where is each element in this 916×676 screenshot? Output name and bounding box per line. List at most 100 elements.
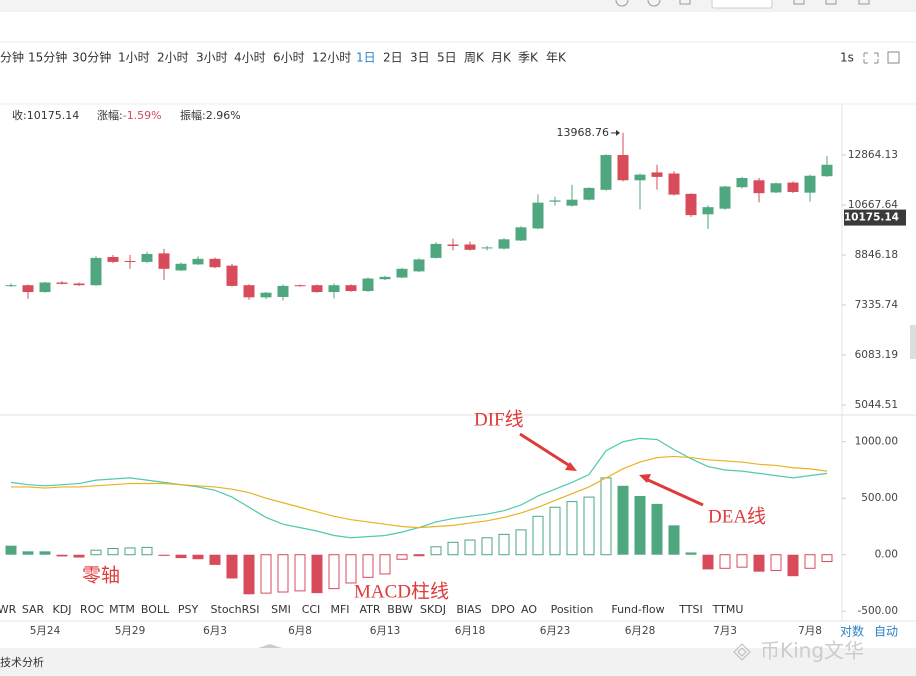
y-tick-label: 5044.51 xyxy=(855,399,898,411)
icon[interactable] xyxy=(679,0,691,5)
interval-button[interactable]: 3小时 xyxy=(196,51,228,65)
axis-option[interactable]: 自动 xyxy=(874,625,898,639)
indicator-tab[interactable]: ROC xyxy=(80,603,104,616)
macd-bar xyxy=(345,554,357,584)
candle-body xyxy=(362,278,374,292)
interval-button[interactable]: 15分钟 xyxy=(28,50,67,65)
indicator-tab[interactable]: WR xyxy=(0,603,17,616)
interval-button[interactable]: 分钟 xyxy=(0,50,24,65)
indicator-tab[interactable]: BIAS xyxy=(456,603,481,616)
macd-bar xyxy=(617,485,629,555)
x-tick-label: 7月3 xyxy=(713,625,737,637)
macd-bar xyxy=(685,552,697,555)
indicator-tab[interactable]: DPO xyxy=(491,603,515,616)
candle-body xyxy=(328,285,340,293)
candle-body xyxy=(209,258,221,268)
candle-body xyxy=(294,285,306,287)
candle-body xyxy=(192,258,204,265)
interval-button[interactable]: 1日 xyxy=(356,51,376,65)
info-label: 振幅: xyxy=(180,108,206,122)
indicator-tab[interactable]: TTMU xyxy=(712,603,744,616)
icon[interactable] xyxy=(647,0,661,7)
candle-body xyxy=(158,253,170,269)
y-tick-label: 500.00 xyxy=(861,492,898,504)
axis-option[interactable]: 对数 xyxy=(840,624,864,639)
footer-tab[interactable]: 技术分析 xyxy=(0,655,44,669)
icon[interactable] xyxy=(793,0,805,5)
currency-select[interactable] xyxy=(711,0,773,9)
interval-button[interactable]: 2日 xyxy=(383,51,403,65)
candle-body xyxy=(5,285,17,287)
macd-bar xyxy=(22,551,34,555)
interval-button[interactable]: 2小时 xyxy=(157,51,189,65)
candle-body xyxy=(413,259,425,272)
candle-body xyxy=(464,244,476,250)
macd-bar xyxy=(277,554,289,593)
candle-body xyxy=(124,260,136,262)
y-tick-label: 7335.74 xyxy=(855,299,899,311)
indicator-tab[interactable]: MFI xyxy=(330,603,349,616)
indicator-tab[interactable]: BOLL xyxy=(141,603,170,616)
last-price-label: 10175.14 xyxy=(844,212,899,224)
indicator-tab[interactable]: TTSI xyxy=(678,603,702,616)
indicator-tab[interactable]: Position xyxy=(551,603,594,616)
indicator-tab[interactable]: KDJ xyxy=(53,603,72,616)
x-tick-label: 6月8 xyxy=(288,625,312,637)
candle-body xyxy=(243,285,255,298)
candle-body xyxy=(379,276,391,280)
macd-bar xyxy=(311,554,323,594)
macd-bar xyxy=(243,554,255,595)
macd-bar xyxy=(668,525,680,555)
candle-body xyxy=(804,175,816,193)
indicator-tab[interactable]: ATR xyxy=(359,603,380,616)
macd-bar xyxy=(702,554,714,570)
icon[interactable] xyxy=(825,0,837,5)
candle-body xyxy=(736,178,748,188)
candle-body xyxy=(770,183,782,193)
candle-body xyxy=(566,199,578,206)
indicator-tab[interactable]: SAR xyxy=(22,603,45,616)
candle-body xyxy=(498,239,510,249)
interval-button[interactable]: 6小时 xyxy=(273,51,305,65)
macd-bar xyxy=(498,533,510,556)
interval-button[interactable]: 12小时 xyxy=(312,51,351,65)
candle-body xyxy=(651,172,663,177)
interval-button[interactable]: 周K xyxy=(464,51,485,65)
toolbar-icons[interactable] xyxy=(863,51,900,64)
indicator-tab[interactable]: BBW xyxy=(387,603,413,616)
interval-button[interactable]: 4小时 xyxy=(234,51,266,65)
indicator-tab[interactable]: Fund-flow xyxy=(611,603,664,616)
indicator-tab[interactable]: SMI xyxy=(271,603,291,616)
indicator-tab[interactable]: StochRSI xyxy=(211,603,260,616)
candle-body xyxy=(617,155,629,181)
interval-button[interactable]: 年K xyxy=(546,51,567,65)
interval-button[interactable]: 3日 xyxy=(410,51,430,65)
info-value: -1.59% xyxy=(123,109,162,122)
y-tick-label: 12864.13 xyxy=(848,149,898,161)
icon[interactable] xyxy=(858,0,870,5)
interval-button[interactable]: 季K xyxy=(518,51,539,65)
footer-bar xyxy=(0,648,916,676)
macd-bar xyxy=(413,554,425,557)
icon[interactable] xyxy=(615,0,629,7)
refresh-interval[interactable]: 1s xyxy=(840,51,854,65)
indicator-tab[interactable]: MTM xyxy=(109,603,135,616)
macd-bar xyxy=(107,548,119,556)
info-label: 涨幅: xyxy=(97,109,123,122)
side-handle[interactable] xyxy=(910,325,916,359)
x-tick-label: 7月8 xyxy=(798,625,822,637)
macd-bar xyxy=(532,515,544,556)
indicator-tab[interactable]: AO xyxy=(521,603,537,616)
candle-body xyxy=(430,243,442,258)
info-value: 10175.14 xyxy=(27,109,80,122)
macd-bar xyxy=(260,554,272,594)
indicator-tab[interactable]: CCI xyxy=(302,603,321,616)
interval-button[interactable]: 1小时 xyxy=(118,51,150,65)
resize-handle[interactable] xyxy=(258,644,282,648)
indicator-tab[interactable]: SKDJ xyxy=(420,603,446,616)
interval-button[interactable]: 5日 xyxy=(437,51,457,65)
indicator-tab[interactable]: PSY xyxy=(178,603,199,616)
interval-button[interactable]: 30分钟 xyxy=(72,50,111,65)
interval-button[interactable]: 月K xyxy=(491,51,512,65)
macd-bar xyxy=(430,546,442,556)
